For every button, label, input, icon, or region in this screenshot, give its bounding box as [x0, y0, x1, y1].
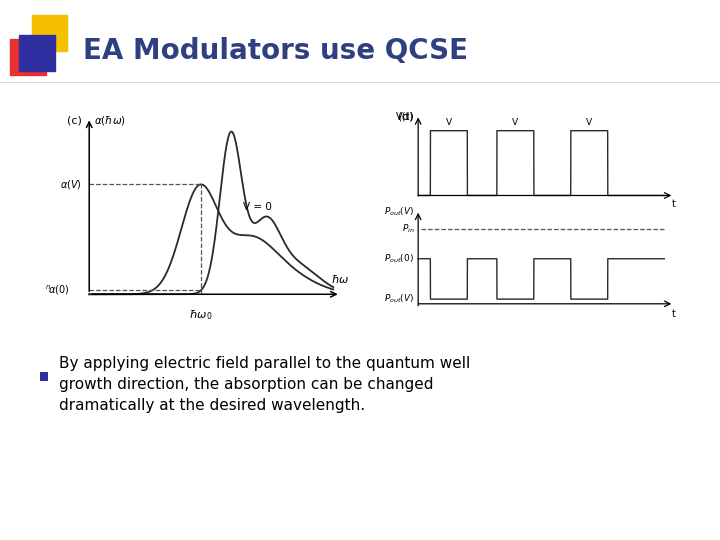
Text: $P_{out}(V)$: $P_{out}(V)$	[384, 206, 415, 218]
Text: V: V	[446, 118, 452, 127]
Text: $P_{out}(0)$: $P_{out}(0)$	[384, 253, 415, 265]
Text: V = 0: V = 0	[243, 202, 272, 212]
Text: V(t): V(t)	[396, 111, 415, 122]
Text: $\hbar\omega_0$: $\hbar\omega_0$	[189, 308, 212, 322]
Text: (d): (d)	[398, 111, 414, 122]
Text: $P_{in}$: $P_{in}$	[402, 222, 415, 235]
Text: $^n\!\alpha(0)$: $^n\!\alpha(0)$	[45, 284, 70, 297]
Text: $P_{out}(V)$: $P_{out}(V)$	[384, 293, 415, 305]
Bar	[32, 16, 68, 51]
Text: V: V	[513, 118, 518, 127]
Bar	[11, 39, 46, 75]
Text: EA Modulators use QCSE: EA Modulators use QCSE	[83, 37, 468, 65]
Text: t: t	[672, 309, 676, 320]
Text: $\alpha(V)$: $\alpha(V)$	[60, 178, 82, 191]
Text: $\alpha(\hbar\omega)$: $\alpha(\hbar\omega)$	[94, 114, 126, 127]
Text: $\hbar\omega$: $\hbar\omega$	[331, 273, 350, 285]
Text: V: V	[586, 118, 593, 127]
Text: By applying electric field parallel to the quantum well
growth direction, the ab: By applying electric field parallel to t…	[59, 356, 470, 414]
Text: (c): (c)	[67, 116, 82, 126]
Bar	[19, 35, 55, 71]
Text: t: t	[672, 199, 676, 210]
